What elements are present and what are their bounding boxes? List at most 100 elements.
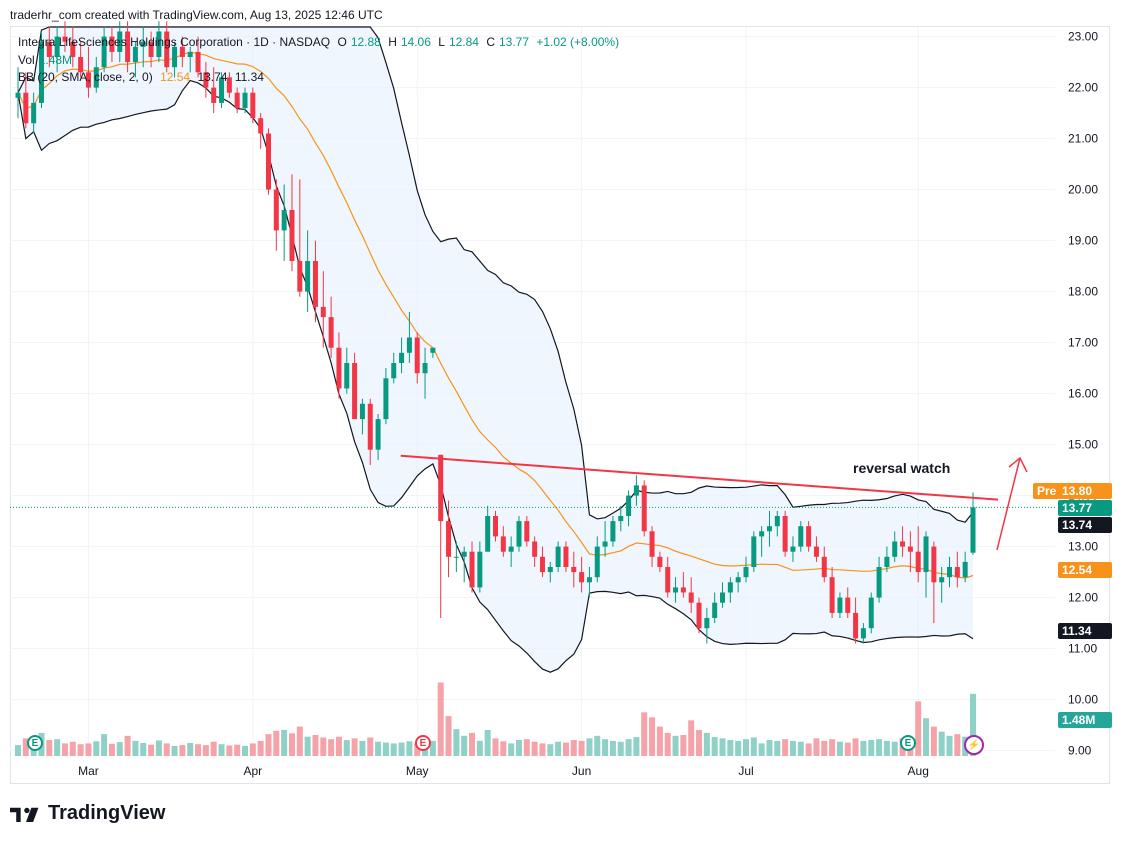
legend-c-label: C <box>486 35 495 49</box>
candle-body <box>367 403 373 450</box>
volume-bar <box>296 726 303 756</box>
volume-bar <box>625 739 632 756</box>
volume-bar <box>69 741 76 756</box>
volume-bar <box>179 745 186 756</box>
bb-upper-line <box>17 26 974 523</box>
volume-bar <box>15 745 21 756</box>
candle-body <box>813 546 819 557</box>
volume-bar <box>735 740 742 756</box>
volume-bar <box>836 741 843 756</box>
candle-body <box>54 36 60 57</box>
candle-body <box>970 507 976 553</box>
tradingview-brand[interactable]: TradingView <box>10 802 165 825</box>
brand-name: TradingView <box>48 802 166 824</box>
candle-body <box>242 92 248 108</box>
chart-frame[interactable] <box>10 26 1110 784</box>
candle-body <box>391 363 397 379</box>
volume-bar <box>915 701 922 756</box>
candle-body <box>312 261 318 307</box>
candle-body <box>31 102 37 124</box>
volume-bar <box>445 716 452 756</box>
volume-bar <box>680 735 687 756</box>
legend-bb-mid: 12.54 <box>160 70 191 84</box>
volume-bar <box>719 738 726 756</box>
earnings-icon[interactable]: E <box>900 735 916 751</box>
candle-body <box>328 317 334 348</box>
volume-bar <box>609 740 616 756</box>
volume-bar <box>555 741 562 756</box>
volume-bar <box>813 738 820 756</box>
volume-bar <box>335 736 342 756</box>
legend-low: 12.84 <box>448 35 479 49</box>
volume-bar <box>891 741 898 756</box>
bb-lower-line <box>17 79 974 673</box>
volume-bar <box>923 718 930 756</box>
candle-body <box>101 36 107 68</box>
volume-bar <box>414 743 421 756</box>
chart-credit: traderhr_com created with TradingView.co… <box>10 8 383 22</box>
candle-body <box>547 567 553 573</box>
candle-body <box>594 546 600 578</box>
earnings-icon[interactable]: E <box>415 735 431 751</box>
candle-body <box>383 378 389 420</box>
candle-body <box>352 363 358 420</box>
candle-body <box>140 41 146 47</box>
candle-body <box>179 46 185 57</box>
candle-body <box>508 546 514 552</box>
volume-bar <box>633 737 640 756</box>
legend-vol-value: 1.48M <box>38 53 73 67</box>
volume-bar <box>351 738 358 756</box>
volume-bar <box>656 726 663 756</box>
candle-body <box>900 541 906 547</box>
candle-body <box>790 546 796 552</box>
volume-bar <box>46 740 53 756</box>
volume-bar <box>766 740 773 756</box>
dividend-icon[interactable]: ⚡ <box>964 735 984 755</box>
candle-body <box>720 592 726 603</box>
volume-bar <box>570 740 577 756</box>
volume-bar <box>265 734 272 756</box>
volume-bar <box>116 742 123 756</box>
volume-bar <box>844 742 851 756</box>
candle-body <box>579 572 585 583</box>
volume-bar <box>328 739 335 756</box>
volume-bar <box>288 733 295 756</box>
volume-bar <box>860 740 867 756</box>
volume-bar <box>883 740 890 756</box>
volume-bar <box>672 735 679 756</box>
volume-bar <box>649 717 656 756</box>
candle-body <box>766 526 772 532</box>
volume-bar <box>868 740 875 756</box>
candle-body <box>38 41 44 103</box>
earnings-icon[interactable]: E <box>27 735 43 751</box>
volume-bar <box>523 739 530 756</box>
candle-body <box>516 521 522 547</box>
legend-bb-label[interactable]: BB (20, SMA, close, 2, 0) <box>18 70 153 84</box>
legend-vol-label[interactable]: Vol <box>18 53 35 67</box>
volume-bar <box>930 726 937 756</box>
price-chart[interactable]: 23.00 22.00 21.00 20.00 19.00 18.00 17.00 16.00… <box>0 0 1121 784</box>
candle-body <box>414 337 420 374</box>
candle-body <box>187 51 193 57</box>
x-tick-label: Jun <box>572 764 591 778</box>
volume-bar <box>218 744 225 756</box>
legend-bb-low: 11.34 <box>234 70 264 84</box>
last-price-badge: 13.77 <box>1058 500 1112 516</box>
candle-body <box>735 577 741 583</box>
candle-body <box>923 536 929 573</box>
candle-body <box>148 41 154 57</box>
volume-bar <box>234 744 241 756</box>
legend-volume: Vol 1.48M <box>18 53 76 67</box>
candle-body <box>62 36 68 42</box>
candle-body <box>618 516 624 522</box>
legend-symbol[interactable]: Integra LifeSciences Holdings Corporatio… <box>18 35 331 49</box>
reversal-annotation[interactable]: reversal watch <box>853 460 951 476</box>
volume-bar <box>547 744 554 756</box>
candle-body <box>109 36 115 52</box>
candle-body <box>93 67 99 88</box>
candle-body <box>70 41 76 57</box>
bb-basis-badge: 12.54 <box>1058 562 1112 578</box>
legend-close: 13.77 <box>498 35 530 49</box>
candle-body <box>524 521 530 542</box>
candle-body <box>453 556 459 558</box>
